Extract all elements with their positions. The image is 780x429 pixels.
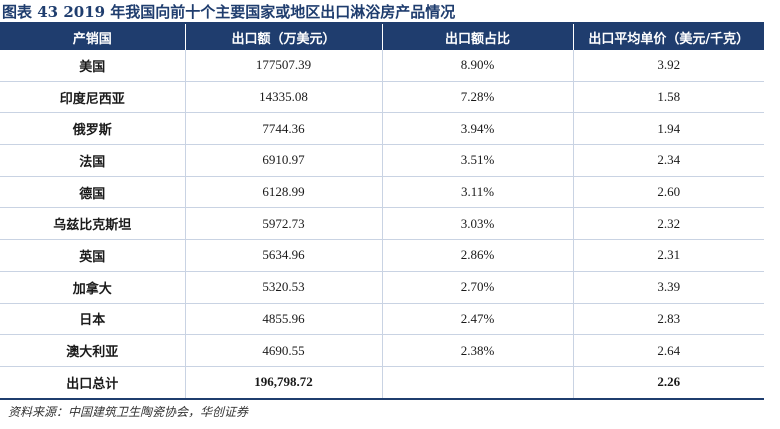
source-note: 资料来源：中国建筑卫生陶瓷协会，华创证券 [8, 405, 249, 419]
table-row: 德国 6128.99 3.11% 2.60 [0, 176, 764, 209]
cell-country: 澳大利亚 [0, 334, 186, 367]
cell-share: 3.94% [382, 112, 574, 146]
cell-export: 14335.08 [185, 81, 383, 114]
cell-share: 2.47% [382, 303, 574, 336]
column-header-country: 产销国 [0, 24, 186, 50]
cell-export: 5320.53 [185, 271, 383, 304]
export-table: 产销国 出口额（万美元） 出口额占比 出口平均单价（美元/千克） 美国 17750… [0, 24, 764, 400]
cell-price: 2.64 [573, 334, 764, 367]
cell-export: 177507.39 [185, 50, 383, 82]
cell-share: 2.86% [382, 239, 574, 272]
cell-country: 法国 [0, 144, 186, 177]
column-header-export: 出口额（万美元） [185, 24, 383, 50]
cell-country: 德国 [0, 176, 186, 209]
cell-price: 2.83 [573, 303, 764, 336]
cell-export: 6910.97 [185, 144, 383, 177]
column-header-price: 出口平均单价（美元/千克） [573, 24, 764, 50]
cell-price: 3.39 [573, 271, 764, 304]
cell-export: 4855.96 [185, 303, 383, 336]
cell-country: 美国 [0, 50, 186, 82]
total-label: 出口总计 [0, 366, 186, 400]
cell-export: 5972.73 [185, 207, 383, 241]
cell-price: 2.32 [573, 207, 764, 241]
table-row: 澳大利亚 4690.55 2.38% 2.64 [0, 334, 764, 367]
cell-country: 英国 [0, 239, 186, 272]
cell-price: 1.94 [573, 112, 764, 146]
column-header-share: 出口额占比 [382, 24, 574, 50]
cell-share: 3.11% [382, 176, 574, 209]
cell-share: 7.28% [382, 81, 574, 114]
table-row: 乌兹比克斯坦 5972.73 3.03% 2.32 [0, 207, 764, 241]
cell-price: 2.60 [573, 176, 764, 209]
table-row: 印度尼西亚 14335.08 7.28% 1.58 [0, 81, 764, 114]
cell-country: 加拿大 [0, 271, 186, 304]
total-share [382, 366, 574, 400]
cell-export: 5634.96 [185, 239, 383, 272]
total-price: 2.26 [573, 366, 764, 400]
total-export: 196,798.72 [185, 366, 383, 400]
cell-price: 2.31 [573, 239, 764, 272]
cell-price: 2.34 [573, 144, 764, 177]
table-body: 美国 177507.39 8.90% 3.92 印度尼西亚 14335.08 7.28% 1.… [0, 50, 764, 400]
total-row: 出口总计 196,798.72 2.26 [0, 366, 764, 400]
cell-country: 印度尼西亚 [0, 81, 186, 114]
cell-country: 日本 [0, 303, 186, 336]
cell-export: 4690.55 [185, 334, 383, 367]
table-row: 英国 5634.96 2.86% 2.31 [0, 239, 764, 272]
cell-price: 3.92 [573, 50, 764, 82]
table-row: 加拿大 5320.53 2.70% 3.39 [0, 271, 764, 304]
cell-share: 8.90% [382, 50, 574, 82]
cell-share: 3.51% [382, 144, 574, 177]
header-row: 产销国 出口额（万美元） 出口额占比 出口平均单价（美元/千克） [0, 24, 764, 50]
cell-country: 俄罗斯 [0, 112, 186, 146]
table-row: 俄罗斯 7744.36 3.94% 1.94 [0, 112, 764, 146]
table-row: 法国 6910.97 3.51% 2.34 [0, 144, 764, 177]
figure-title: 图表 43 2019 年我国向前十个主要国家或地区出口淋浴房产品情况 [2, 3, 456, 21]
cell-share: 2.70% [382, 271, 574, 304]
title-rule [0, 22, 764, 24]
cell-export: 6128.99 [185, 176, 383, 209]
cell-share: 3.03% [382, 207, 574, 241]
table-row: 美国 177507.39 8.90% 3.92 [0, 50, 764, 82]
cell-export: 7744.36 [185, 112, 383, 146]
cell-price: 1.58 [573, 81, 764, 114]
cell-share: 2.38% [382, 334, 574, 367]
table-row: 日本 4855.96 2.47% 2.83 [0, 303, 764, 336]
cell-country: 乌兹比克斯坦 [0, 207, 186, 241]
